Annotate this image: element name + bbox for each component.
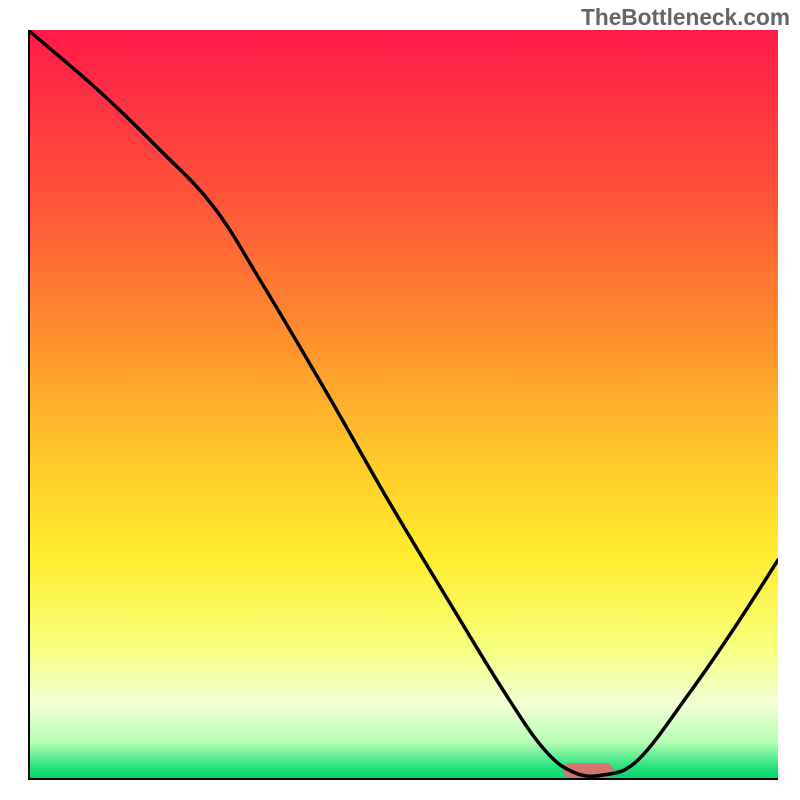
watermark-text: TheBottleneck.com [581, 4, 790, 31]
bottleneck-chart [28, 30, 778, 780]
chart-background [28, 30, 778, 780]
figure-container: TheBottleneck.com [0, 0, 800, 800]
chart-area [28, 30, 778, 780]
